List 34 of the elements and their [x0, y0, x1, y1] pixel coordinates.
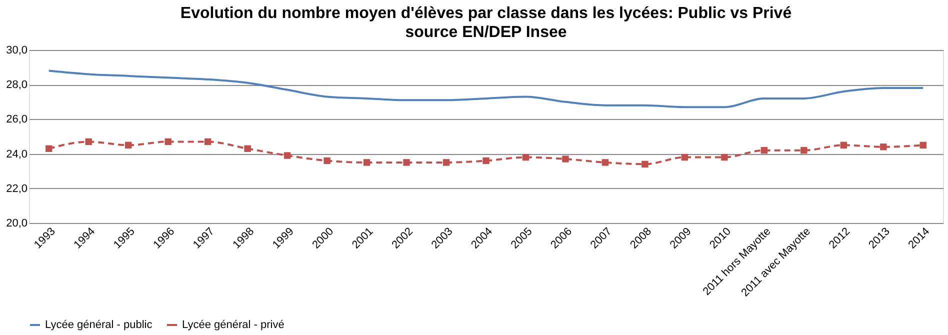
point [840, 142, 848, 149]
point [522, 154, 530, 161]
chart-title: Evolution du nombre moyen d'élèves par classe dans les lycées: Public vs Privé [180, 5, 792, 22]
point [800, 146, 808, 154]
point [244, 145, 251, 152]
point [562, 156, 569, 162]
point [403, 159, 410, 166]
point [920, 142, 926, 149]
legend-label: Lycée général - privé [182, 319, 284, 331]
point [760, 146, 768, 154]
point [442, 159, 450, 166]
point [164, 138, 172, 146]
chart-subtitle: source EN/DEP Insee [405, 24, 567, 41]
point [642, 160, 648, 168]
point [324, 157, 330, 164]
point [681, 154, 688, 161]
y-tick-label: 22,0 [6, 182, 28, 195]
point [85, 138, 92, 146]
point [204, 138, 212, 146]
y-tick-label: 24,0 [6, 148, 28, 160]
point [284, 152, 291, 159]
y-tick-label: 26,0 [6, 114, 28, 126]
point [602, 159, 609, 166]
point [482, 157, 490, 164]
point [363, 159, 370, 166]
point [721, 154, 728, 161]
y-tick-label: 20,0 [6, 218, 28, 230]
point [46, 145, 52, 152]
y-tick-label: 30,0 [6, 44, 28, 56]
y-tick-label: 28,0 [6, 79, 28, 92]
legend-label: Lycée général - public [45, 319, 153, 331]
point [880, 144, 887, 150]
point [124, 142, 132, 149]
line-series [48, 70, 924, 108]
